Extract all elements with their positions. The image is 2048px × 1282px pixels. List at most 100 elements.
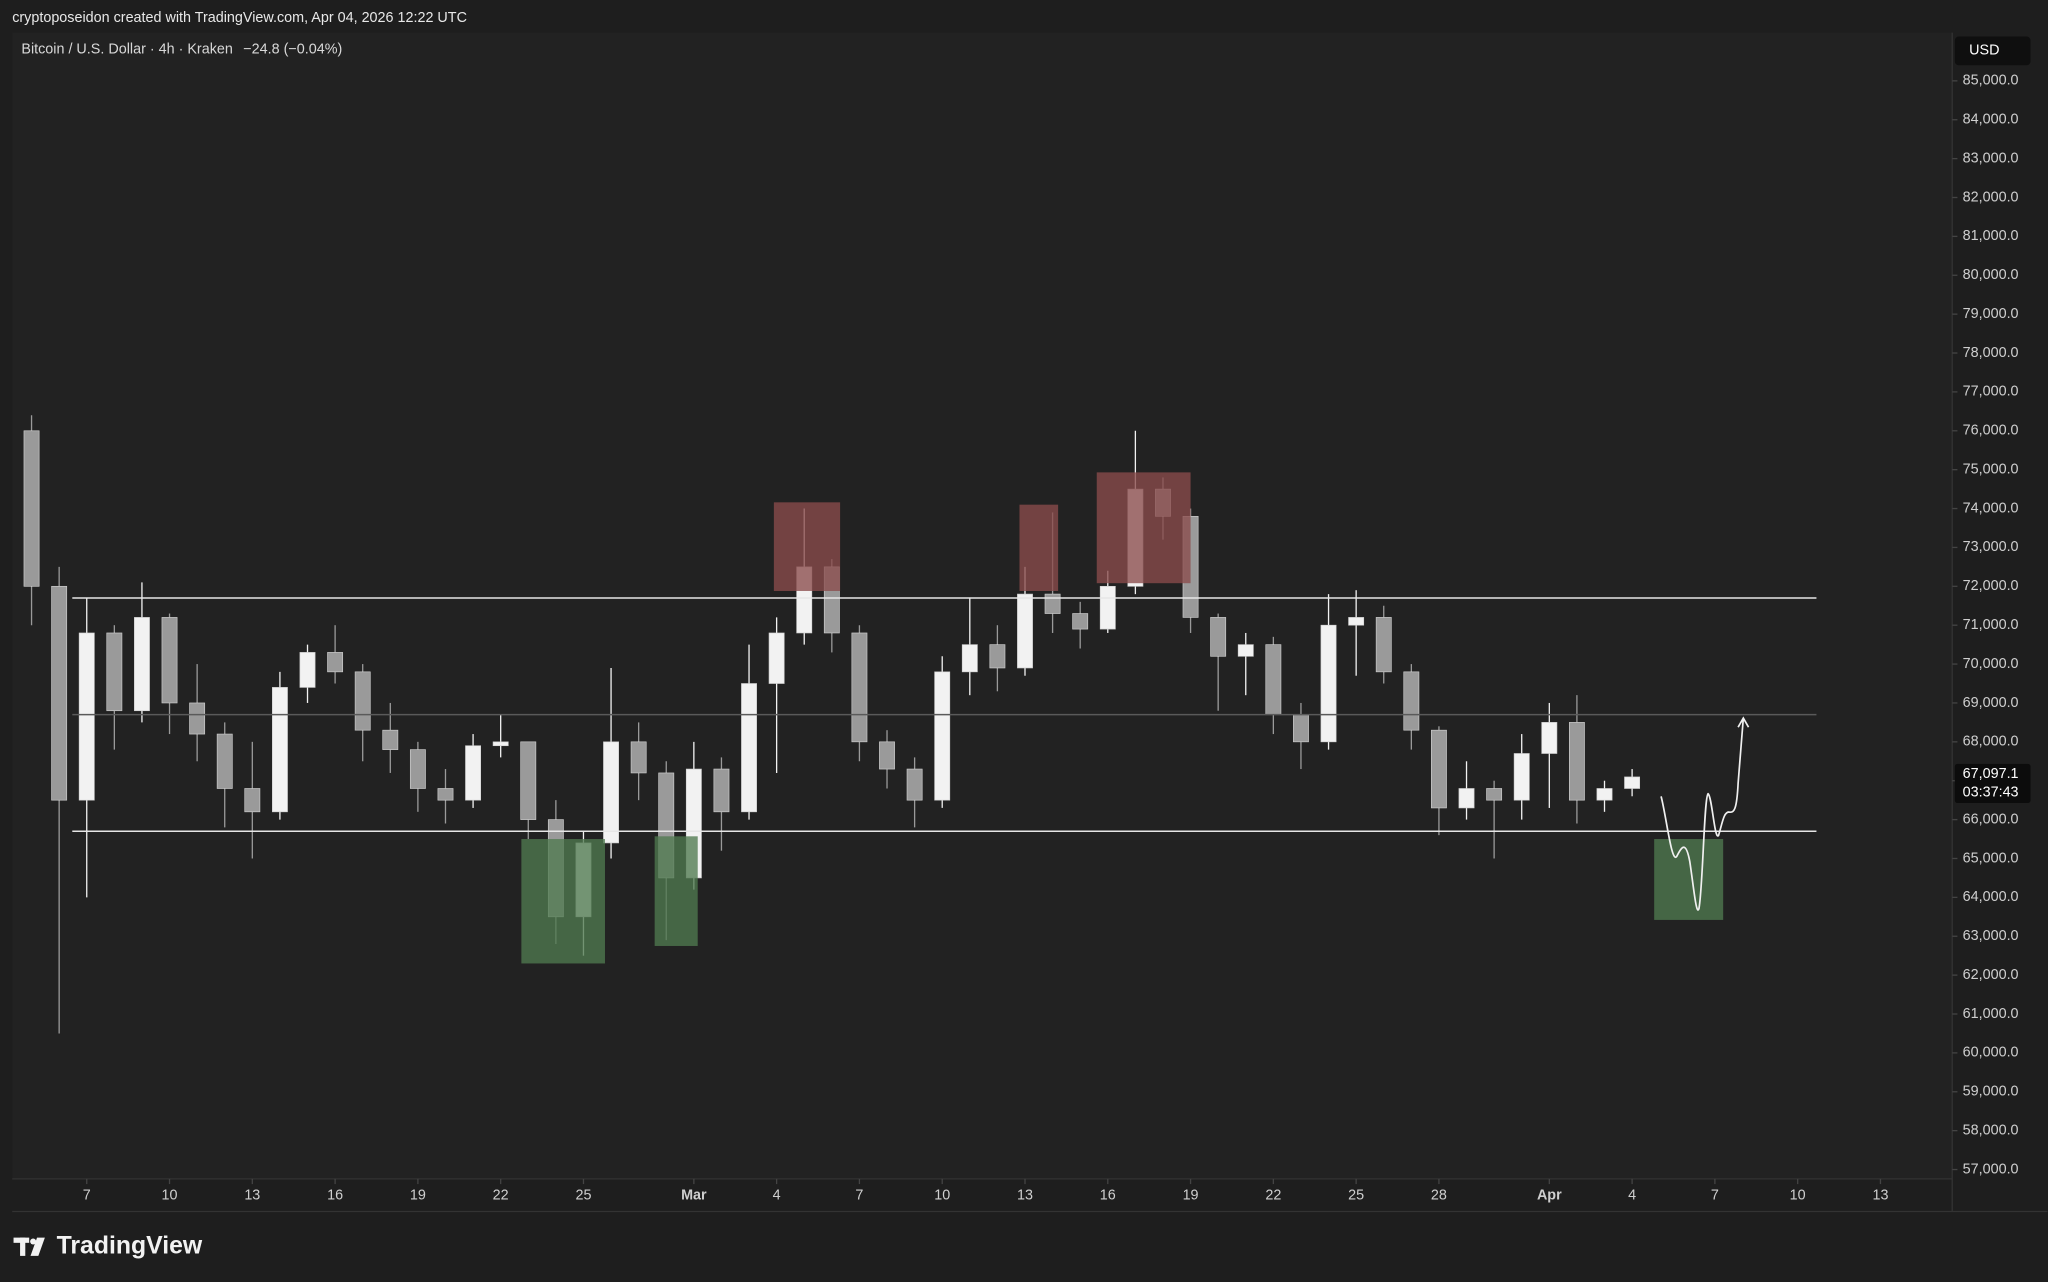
y-tick-label: 74,000.0 xyxy=(1963,500,2019,516)
y-tick-label: 68,000.0 xyxy=(1963,734,2019,750)
candle-body xyxy=(1210,617,1227,657)
candle-body xyxy=(189,702,206,735)
x-tick-label: 19 xyxy=(410,1188,426,1204)
zone xyxy=(1654,839,1724,920)
candle-body xyxy=(382,729,399,750)
candle-body xyxy=(409,749,426,789)
x-tick-label: 16 xyxy=(327,1188,343,1204)
logo-text: TradingView xyxy=(57,1232,203,1259)
y-tick-label: 85,000.0 xyxy=(1963,73,2019,89)
price-label: 67,097.1 xyxy=(1963,766,2019,782)
candle-body xyxy=(1513,753,1530,801)
candle-body xyxy=(851,632,868,743)
x-tick-label: 4 xyxy=(1628,1188,1636,1204)
candle-body xyxy=(244,788,261,813)
candle-body xyxy=(492,741,509,747)
plot-area xyxy=(12,32,1953,1179)
candle-body xyxy=(216,733,233,789)
x-tick-label: 10 xyxy=(162,1188,178,1204)
y-tick-label: 80,000.0 xyxy=(1963,267,2019,283)
zone xyxy=(654,836,698,946)
logo-shape xyxy=(30,1238,37,1245)
candle-body xyxy=(1458,788,1475,809)
y-tick-label: 84,000.0 xyxy=(1963,112,2019,128)
y-tick-label: 73,000.0 xyxy=(1963,539,2019,555)
candle-body xyxy=(465,745,482,801)
candle-body xyxy=(1568,722,1585,801)
y-tick-label: 81,000.0 xyxy=(1963,228,2019,244)
currency-box[interactable] xyxy=(1954,36,2031,66)
candle-body xyxy=(989,644,1006,669)
zone xyxy=(521,839,605,964)
logo-shape xyxy=(20,1237,26,1256)
x-tick-label: 16 xyxy=(1100,1188,1116,1204)
y-tick-label: 63,000.0 xyxy=(1963,928,2019,944)
x-tick-label: 25 xyxy=(1348,1188,1364,1204)
y-tick-label: 62,000.0 xyxy=(1963,967,2019,983)
y-tick-label: 70,000.0 xyxy=(1963,656,2019,672)
candle-body xyxy=(1265,644,1282,715)
x-tick-label: 25 xyxy=(575,1188,591,1204)
x-tick-label: 19 xyxy=(1183,1188,1199,1204)
candle-body xyxy=(161,617,178,704)
y-tick-label: 65,000.0 xyxy=(1963,850,2019,866)
y-tick-label: 83,000.0 xyxy=(1963,150,2019,166)
candle-body xyxy=(1044,593,1061,614)
projection-path xyxy=(1660,716,1750,911)
candle-body xyxy=(1348,617,1365,626)
candle-body xyxy=(1237,644,1254,657)
candle-body xyxy=(1486,788,1503,801)
x-tick-label: 10 xyxy=(934,1188,950,1204)
y-tick-label: 59,000.0 xyxy=(1963,1084,2019,1100)
y-tick-label: 60,000.0 xyxy=(1963,1045,2019,1061)
candle-body xyxy=(78,632,95,801)
currency[interactable]: USD xyxy=(1969,43,1999,59)
candle-body xyxy=(1541,722,1558,754)
y-tick-label: 71,000.0 xyxy=(1963,617,2019,633)
x-tick-label: 4 xyxy=(773,1188,781,1204)
x-tick-label: 22 xyxy=(1265,1188,1281,1204)
x-tick-label: Mar xyxy=(681,1188,707,1204)
candle-body xyxy=(437,788,454,801)
candle-body xyxy=(1596,788,1613,801)
zone xyxy=(1019,504,1059,591)
x-tick-label: 13 xyxy=(1017,1188,1033,1204)
candle-body xyxy=(1320,624,1337,743)
y-tick-label: 61,000.0 xyxy=(1963,1006,2019,1022)
candle-body xyxy=(354,671,371,731)
x-tick-label: 7 xyxy=(1711,1188,1719,1204)
y-tick-label: 77,000.0 xyxy=(1963,384,2019,400)
candle-body xyxy=(1017,593,1033,669)
candle-body xyxy=(768,632,785,684)
price-box xyxy=(1954,763,2031,804)
y-tick-label: 82,000.0 xyxy=(1963,189,2019,205)
candle-body xyxy=(106,632,123,712)
y-tick-label: 64,000.0 xyxy=(1963,889,2019,905)
y-tick-label: 76,000.0 xyxy=(1963,423,2019,439)
candle-body xyxy=(327,652,344,673)
y-tick-label: 57,000.0 xyxy=(1963,1161,2019,1177)
chart-title: Bitcoin / U.S. Dollar · 4h · Kraken xyxy=(21,41,232,57)
x-tick-label: 13 xyxy=(1872,1188,1888,1204)
change: −24.8 (−0.04%) xyxy=(243,41,342,57)
candle-body xyxy=(934,671,951,801)
plot xyxy=(23,415,1817,1034)
y-tick-label: 79,000.0 xyxy=(1963,306,2019,322)
candle-body xyxy=(51,585,68,801)
x-tick-label: 28 xyxy=(1431,1188,1447,1204)
candle-body xyxy=(23,430,40,587)
candle-body xyxy=(1099,585,1116,630)
attribution: cryptoposeidon created with TradingView.… xyxy=(12,10,467,26)
candle-body xyxy=(1403,671,1420,731)
logo-shape xyxy=(30,1237,45,1256)
y-tick-label: 75,000.0 xyxy=(1963,461,2019,477)
candle-body xyxy=(961,644,978,673)
candle-body xyxy=(603,741,619,844)
x-tick-label: 10 xyxy=(1790,1188,1806,1204)
countdown: 03:37:43 xyxy=(1963,784,2019,800)
candle-body xyxy=(1293,714,1309,743)
candle-body xyxy=(741,683,757,813)
x-tick-label: 7 xyxy=(855,1188,863,1204)
